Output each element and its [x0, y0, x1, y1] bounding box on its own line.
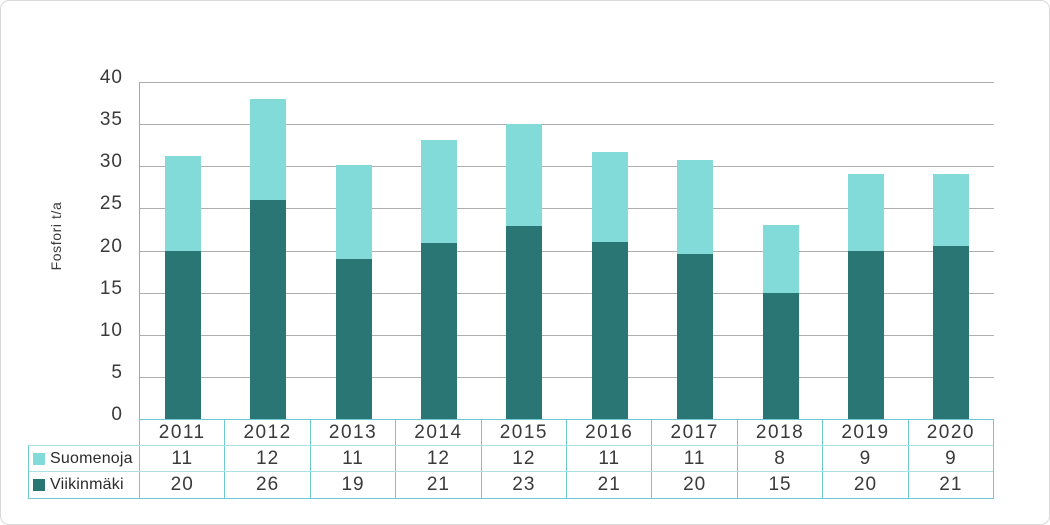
- y-axis-tick-labels: 0 5 10 15 20 25 30 35 40: [1, 68, 123, 425]
- value-cell-viikinm-ki-2018: 15: [738, 472, 824, 498]
- y-tick-label-30: 30: [99, 151, 123, 173]
- y-tick-label-20: 20: [99, 235, 123, 257]
- y-tick-label-0: 0: [111, 404, 123, 425]
- table-row-viikinm-ki: Viikinmäki 20 26 19 21 23 21 20 15 20 21: [29, 472, 993, 498]
- bar-2019-suomenoja: [847, 173, 884, 252]
- value-cell-suomenoja-2018: 8: [738, 446, 824, 471]
- y-tick-label-40: 40: [99, 67, 123, 88]
- value-cell-suomenoja-2020: 9: [945, 447, 957, 469]
- legend-swatch-suomenoja-icon: [33, 452, 45, 465]
- year-cell-2011: 2011: [140, 420, 226, 445]
- value-cell-viikinm-ki-2012: 26: [225, 472, 311, 498]
- bar-2019-viikinm-ki: [847, 251, 884, 419]
- y-tick-label-25: 25: [99, 193, 123, 215]
- value-cell-suomenoja-2019: 9: [823, 446, 909, 471]
- value-cell-viikinm-ki-2019: 20: [823, 472, 909, 498]
- bar-2012-suomenoja: [250, 98, 287, 200]
- bar-2018-suomenoja: [762, 225, 799, 294]
- gridline-5: [140, 376, 994, 378]
- value-cell-viikinm-ki-2011: 20: [140, 472, 226, 498]
- value-cell-suomenoja-2016: 11: [567, 446, 653, 471]
- year-cell-2014: 2014: [396, 420, 482, 445]
- bar-2020-viikinm-ki: [933, 246, 970, 419]
- value-cell-suomenoja-2014: 12: [396, 446, 482, 471]
- value-cell-viikinm-ki-2020: 21: [939, 474, 963, 495]
- year-cell-2015: 2015: [482, 420, 568, 445]
- legend-label-suomenoja: Suomenoja: [50, 449, 133, 467]
- value-cell-viikinm-ki-2015: 23: [482, 472, 568, 498]
- year-cell-2012: 2012: [225, 420, 311, 445]
- bar-2018-viikinm-ki: [762, 293, 799, 419]
- year-cell-2019: 2019: [823, 420, 909, 445]
- year-cell-2020: 2020: [926, 421, 975, 443]
- value-cell-viikinm-ki-2016: 21: [567, 472, 653, 498]
- value-cell-viikinm-ki-2013: 19: [311, 472, 397, 498]
- gridline-25: [140, 208, 994, 210]
- value-cell-suomenoja-2017: 11: [652, 446, 738, 471]
- bar-2011-viikinm-ki: [164, 250, 201, 419]
- bar-2016-suomenoja: [591, 151, 628, 243]
- gridline-40: [140, 82, 994, 83]
- year-cell-2018: 2018: [738, 420, 824, 445]
- value-cell-suomenoja-2013: 11: [311, 446, 397, 471]
- value-cell-viikinm-ki-2014: 21: [396, 472, 482, 498]
- gridline-20: [140, 250, 994, 252]
- bar-2017-viikinm-ki: [677, 253, 714, 419]
- bar-2014-viikinm-ki: [420, 242, 457, 419]
- year-cell-2017: 2017: [652, 420, 738, 445]
- bar-2015-viikinm-ki: [506, 226, 543, 419]
- gridline-30: [140, 166, 994, 168]
- plot-area: [139, 82, 994, 419]
- legend-cell-viikinm-ki: Viikinmäki: [29, 472, 140, 498]
- y-tick-label-5: 5: [111, 361, 123, 383]
- value-cell-suomenoja-2015: 12: [482, 446, 568, 471]
- data-table-year-row: 2011 2012 2013 2014 2015 2016 2017 2018 2019 2020: [139, 419, 994, 445]
- bar-2011-suomenoja: [164, 156, 201, 251]
- value-cell-suomenoja-2012: 12: [225, 446, 311, 471]
- bar-2014-suomenoja: [420, 140, 457, 243]
- bar-2013-viikinm-ki: [335, 258, 372, 419]
- legend-cell-suomenoja: Suomenoja: [29, 446, 140, 471]
- legend-swatch-viikinm-ki-icon: [33, 479, 45, 491]
- y-tick-label-15: 15: [99, 277, 123, 299]
- year-cell-2016: 2016: [567, 420, 653, 445]
- bar-2016-viikinm-ki: [591, 242, 628, 419]
- value-cell-suomenoja-2011: 11: [140, 446, 226, 471]
- legend-label-viikinm-ki: Viikinmäki: [50, 476, 124, 493]
- table-row-suomenoja: Suomenoja 11 12 11 12 12 11 11 8 9 9: [29, 446, 993, 472]
- bar-2013-suomenoja: [335, 165, 372, 259]
- gridline-15: [140, 292, 994, 294]
- y-tick-label-10: 10: [99, 319, 123, 341]
- bar-2015-suomenoja: [506, 124, 543, 227]
- gridline-10: [140, 334, 994, 336]
- bar-2017-suomenoja: [677, 160, 714, 254]
- value-cell-viikinm-ki-2017: 20: [652, 472, 738, 498]
- bar-2020-suomenoja: [933, 173, 970, 247]
- data-table-body: Suomenoja 11 12 11 12 12 11 11 8 9 9 Viikinmäki 20 26…: [28, 445, 994, 499]
- bars-group: [140, 82, 994, 419]
- y-tick-label-35: 35: [99, 109, 123, 131]
- bar-2012-viikinm-ki: [250, 199, 287, 419]
- gridline-35: [140, 124, 994, 126]
- year-cell-2013: 2013: [311, 420, 397, 445]
